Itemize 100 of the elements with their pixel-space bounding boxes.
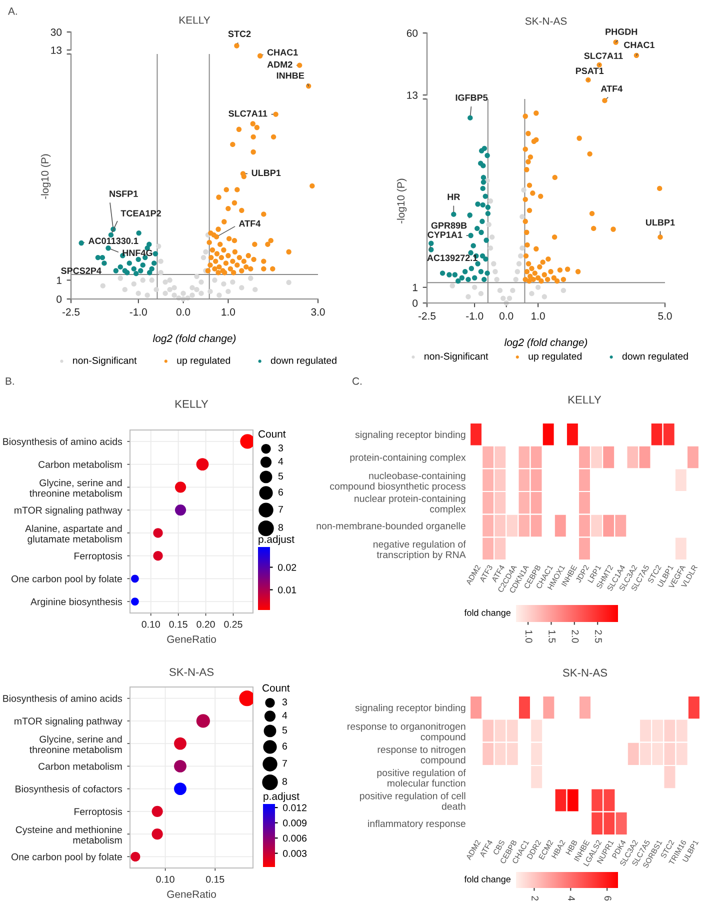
legend-label: 4 bbox=[282, 712, 288, 719]
color-bar-label: 0.01 bbox=[278, 586, 296, 594]
color-bar-label: 0.009 bbox=[283, 820, 307, 826]
chart-title: SK-N-AS bbox=[169, 668, 214, 676]
point bbox=[172, 285, 177, 290]
point bbox=[152, 251, 158, 256]
annotation: IGFBP5 bbox=[456, 94, 488, 101]
point bbox=[138, 268, 144, 274]
point bbox=[526, 278, 532, 284]
legend-label: 5 bbox=[282, 726, 287, 734]
point bbox=[589, 210, 595, 216]
point bbox=[468, 115, 473, 120]
y-tick-label: signaling receptor binding bbox=[355, 430, 466, 440]
point bbox=[480, 180, 486, 185]
point bbox=[596, 62, 602, 68]
point bbox=[610, 226, 616, 232]
legend-label: 4 bbox=[278, 458, 284, 465]
chart-title: KELLY bbox=[176, 400, 208, 408]
point bbox=[475, 202, 480, 207]
point bbox=[537, 264, 542, 270]
point bbox=[522, 114, 528, 119]
x-tick-label: 1.0 bbox=[532, 312, 545, 320]
y-tick-label: 13 bbox=[407, 92, 418, 99]
point bbox=[510, 288, 516, 294]
point bbox=[524, 269, 530, 274]
point bbox=[535, 275, 541, 280]
annotation: AC139272.1 bbox=[427, 254, 478, 262]
point bbox=[484, 270, 490, 276]
x-axis-title: log2 (fold change) bbox=[152, 334, 236, 344]
point bbox=[456, 278, 461, 284]
annotation: STC2 bbox=[228, 30, 251, 38]
annotation: AC011330.1 bbox=[88, 238, 138, 244]
point bbox=[136, 256, 141, 262]
color-bar-label: 6 bbox=[604, 896, 612, 901]
y-tick-label: Glycine, serine and threonine metabolism bbox=[30, 479, 122, 497]
point bbox=[480, 174, 486, 180]
y-tick-label: Glycine, serine and threonine metabolism bbox=[30, 736, 122, 754]
point bbox=[480, 218, 485, 224]
point bbox=[221, 281, 226, 287]
point bbox=[180, 290, 186, 296]
color-bar-label: 0.006 bbox=[283, 834, 307, 842]
color-bar-label: 2 bbox=[532, 896, 538, 901]
point bbox=[485, 210, 491, 216]
point bbox=[158, 258, 164, 264]
y-tick-label: mTOR signaling pathway bbox=[14, 506, 122, 516]
point bbox=[156, 244, 162, 249]
y-tick-label: positive regulation of cell death bbox=[360, 792, 466, 810]
point bbox=[126, 260, 132, 266]
point bbox=[530, 276, 536, 282]
point bbox=[521, 187, 526, 193]
point bbox=[113, 268, 119, 274]
point bbox=[530, 190, 536, 196]
y-tick-label: Ferroptosis bbox=[74, 808, 122, 817]
point bbox=[106, 246, 111, 251]
point bbox=[526, 261, 532, 266]
point bbox=[494, 276, 500, 282]
x-tick-label: 0.15 bbox=[206, 876, 224, 883]
point bbox=[552, 174, 558, 180]
point bbox=[524, 167, 530, 172]
point bbox=[440, 270, 446, 276]
point bbox=[451, 212, 456, 217]
point bbox=[167, 278, 172, 283]
y-tick-label: non-membrane-bounded organelle bbox=[316, 522, 466, 532]
y-tick-label: Biosynthesis of cofactors bbox=[16, 785, 122, 794]
point bbox=[535, 284, 541, 290]
point bbox=[554, 278, 560, 284]
annotation: TCEA1P2 bbox=[120, 210, 161, 217]
x-tick-label: 5.0 bbox=[658, 312, 672, 320]
legend-label: 8 bbox=[282, 778, 287, 785]
point bbox=[488, 245, 494, 251]
annotation: CHAC1 bbox=[267, 49, 298, 56]
point bbox=[486, 222, 492, 228]
color-bar-title: p.adjust bbox=[258, 535, 294, 545]
point bbox=[203, 249, 208, 254]
annotation: NSFP1 bbox=[110, 190, 138, 197]
color-bar-label: 0.012 bbox=[283, 804, 306, 812]
y-tick-label: Carbon metabolism bbox=[38, 762, 122, 770]
point bbox=[587, 151, 592, 157]
y-tick-label: Arginine biosynthesis bbox=[30, 598, 122, 608]
legend-title: Count bbox=[262, 684, 290, 692]
x-tick-label: 1.0 bbox=[222, 308, 236, 316]
point bbox=[542, 272, 548, 278]
color-bar-label: 4 bbox=[568, 896, 575, 901]
point bbox=[546, 256, 551, 262]
point bbox=[146, 270, 152, 276]
annotation: ULBP1 bbox=[252, 170, 281, 176]
annotation: ATF4 bbox=[600, 86, 623, 92]
x-tick-label: 0.10 bbox=[142, 620, 160, 628]
color-bar-title: fold change bbox=[464, 876, 511, 884]
point bbox=[470, 243, 476, 248]
point bbox=[523, 253, 529, 259]
y-tick-label: nuclear protein-containing complex bbox=[354, 494, 466, 514]
x-tick-label: 0.25 bbox=[224, 620, 242, 628]
point bbox=[286, 280, 292, 286]
chart-title: SK-N-AS bbox=[562, 668, 608, 677]
point bbox=[466, 294, 471, 300]
point bbox=[634, 52, 640, 58]
point bbox=[522, 218, 528, 224]
y-tick-label: One carbon pool by folate bbox=[11, 575, 122, 584]
y-tick-label: negative regulation of transcription by RNA bbox=[374, 540, 466, 560]
